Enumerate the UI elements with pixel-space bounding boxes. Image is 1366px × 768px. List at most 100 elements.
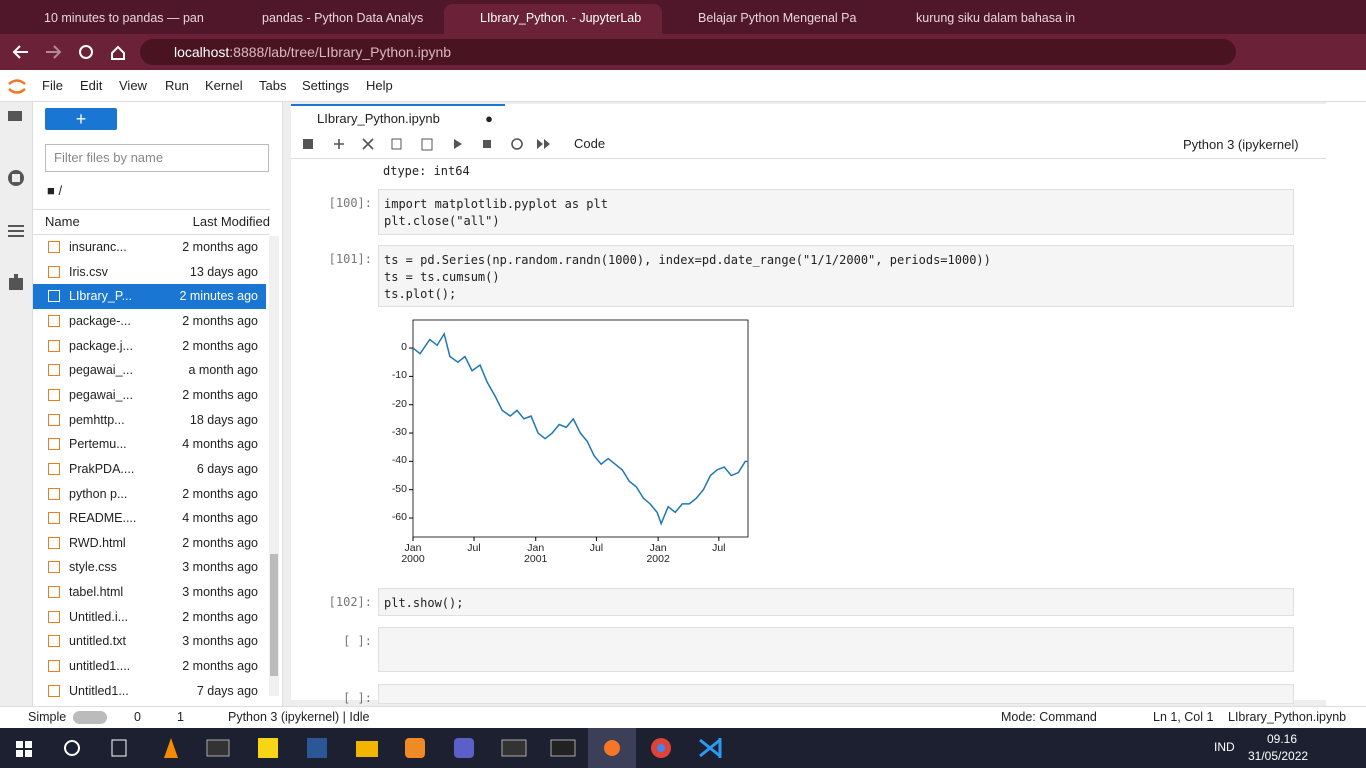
- file-row[interactable]: style.css 3 months ago: [33, 555, 266, 580]
- filter-input[interactable]: Filter files by name: [45, 144, 269, 172]
- file-modified: 2 months ago: [182, 387, 258, 402]
- file-icon: [48, 241, 60, 253]
- nav-buttons[interactable]: [0, 34, 140, 70]
- menu-item[interactable]: File: [42, 78, 63, 93]
- file-icon: [48, 462, 60, 475]
- file-row[interactable]: LIbrary_P... 2 minutes ago: [33, 284, 266, 309]
- toolbar-icons[interactable]: [299, 134, 569, 154]
- code-cell[interactable]: [378, 684, 1294, 704]
- cell-prompt: [100]:: [328, 196, 372, 210]
- file-name: README....: [69, 511, 137, 526]
- file-modified: 3 months ago: [182, 585, 258, 600]
- taskbar-icons[interactable]: [0, 728, 740, 768]
- file-row[interactable]: pemhttp... 18 days ago: [33, 408, 266, 433]
- code-cell[interactable]: [378, 627, 1294, 672]
- clock-time: 09.16: [1266, 732, 1298, 746]
- file-row[interactable]: tabel.html 3 months ago: [33, 580, 266, 605]
- file-row[interactable]: Untitled.i... 2 months ago: [33, 605, 266, 630]
- browser-tab[interactable]: 10 minutes to pandas — pan: [44, 11, 204, 25]
- menu-item[interactable]: Help: [366, 78, 393, 93]
- menu-item[interactable]: Settings: [302, 78, 349, 93]
- file-icon: [48, 487, 60, 500]
- file-row[interactable]: untitled1.... 2 months ago: [33, 654, 266, 679]
- file-icon: [48, 635, 60, 648]
- notebook-tab-title: LIbrary_Python.ipynb: [317, 111, 440, 126]
- browser-tab[interactable]: kurung siku dalam bahasa in: [916, 11, 1076, 25]
- cell-type-select[interactable]: Code: [574, 136, 606, 151]
- scrollbar[interactable]: [269, 236, 279, 696]
- file-name: PrakPDA....: [69, 461, 135, 476]
- status-mode-label: Simple: [28, 710, 67, 724]
- simple-toggle[interactable]: [73, 711, 107, 724]
- code-line: import matplotlib.pyplot as plt: [384, 197, 608, 211]
- menu-item[interactable]: Edit: [80, 78, 103, 93]
- file-name: pegawai_...: [69, 363, 133, 378]
- breadcrumb[interactable]: ■ /: [47, 183, 63, 198]
- kernel-name[interactable]: Python 3 (ipykernel): [1183, 137, 1299, 152]
- col-modified[interactable]: Last Modified: [192, 214, 270, 229]
- col-name[interactable]: Name: [45, 214, 80, 229]
- file-modified: 3 months ago: [182, 634, 258, 649]
- file-modified: 2 months ago: [182, 609, 258, 624]
- file-row[interactable]: python p... 2 months ago: [33, 482, 266, 507]
- file-icon: [48, 660, 60, 673]
- previous-output: dtype: int64: [383, 164, 470, 178]
- y-tick-label: -60: [391, 511, 407, 524]
- menu-item[interactable]: View: [119, 78, 147, 93]
- plot-frame: [412, 319, 749, 538]
- file-name: untitled.txt: [69, 634, 126, 649]
- new-launcher-button[interactable]: +: [45, 108, 117, 130]
- file-name: package.j...: [69, 338, 133, 353]
- file-icon: [48, 413, 60, 426]
- cell-prompt: [ ]:: [343, 634, 372, 648]
- code-cell[interactable]: plt.show();: [378, 588, 1294, 616]
- file-name: Pertemu...: [69, 437, 127, 452]
- code-cell[interactable]: ts = pd.Series(np.random.randn(1000), in…: [378, 245, 1294, 307]
- code-line: ts = pd.Series(np.random.randn(1000), in…: [384, 253, 991, 267]
- file-row[interactable]: Untitled1... 7 days ago: [33, 679, 266, 704]
- menu-item[interactable]: Run: [165, 78, 189, 93]
- url-field[interactable]: localhost:8888/lab/tree/LIbrary_Python.i…: [140, 39, 1236, 65]
- file-row[interactable]: package.j... 2 months ago: [33, 334, 266, 359]
- file-row[interactable]: package-... 2 months ago: [33, 309, 266, 334]
- browser-tab[interactable]: pandas - Python Data Analys: [262, 11, 424, 25]
- notebook-tab[interactable]: LIbrary_Python.ipynb ●: [291, 104, 505, 130]
- file-row[interactable]: pegawai_... 2 months ago: [33, 383, 266, 408]
- file-modified: a month ago: [188, 363, 259, 378]
- file-icon: [48, 364, 60, 377]
- file-name: Iris.csv: [69, 264, 108, 279]
- code-cell[interactable]: import matplotlib.pyplot as plt plt.close…: [378, 189, 1294, 235]
- y-tick-label: -30: [391, 426, 407, 439]
- file-modified: 7 days ago: [196, 683, 258, 698]
- browser-tab[interactable]: Belajar Python Mengenal Pa: [698, 11, 857, 25]
- file-row[interactable]: RWD.html 2 months ago: [33, 531, 266, 556]
- file-row[interactable]: README.... 4 months ago: [33, 506, 266, 531]
- file-name: style.css: [69, 560, 117, 575]
- file-icon: [48, 586, 60, 599]
- file-name: Untitled.i...: [69, 609, 129, 624]
- file-row[interactable]: untitled.txt 3 months ago: [33, 629, 266, 654]
- file-modified: 2 months ago: [182, 486, 258, 501]
- file-row[interactable]: pegawai_... a month ago: [33, 358, 266, 383]
- file-row[interactable]: PrakPDA.... 6 days ago: [33, 457, 266, 482]
- notebook-toolbar: Code Python 3 (ipykernel): [291, 130, 1326, 159]
- file-name: pegawai_...: [69, 387, 133, 402]
- x-tick-label: Jul: [712, 542, 726, 554]
- status-zero: 0: [134, 710, 141, 724]
- status-file: LIbrary_Python.ipynb: [1228, 710, 1347, 724]
- file-modified: 6 days ago: [196, 461, 258, 476]
- file-row[interactable]: Iris.csv 13 days ago: [33, 260, 266, 285]
- x-tick-label: Jan 2002: [646, 542, 670, 565]
- status-mode: Mode: Command: [1001, 710, 1097, 724]
- menu-item[interactable]: Tabs: [259, 78, 287, 93]
- code-line: plt.show();: [384, 596, 464, 610]
- file-icon: [48, 314, 60, 327]
- y-tick-label: 0: [401, 341, 407, 354]
- file-row[interactable]: Pertemu... 4 months ago: [33, 432, 266, 457]
- browser-tab[interactable]: LIbrary_Python. - JupyterLab: [444, 4, 662, 34]
- activity-icons[interactable]: [0, 102, 33, 302]
- clock-date: 31/05/2022: [1248, 749, 1309, 763]
- menu-item[interactable]: Kernel: [205, 78, 243, 93]
- file-icon: [48, 290, 60, 303]
- file-row[interactable]: insuranc... 2 months ago: [33, 235, 266, 260]
